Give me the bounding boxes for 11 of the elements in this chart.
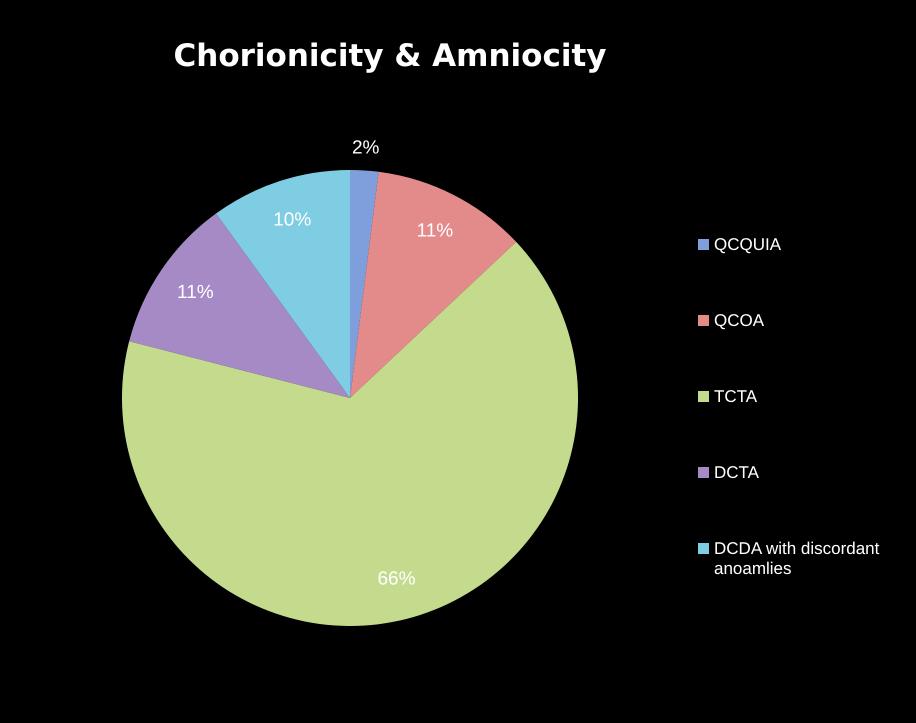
legend-label: QCQUIA	[714, 235, 782, 255]
legend-label: TCTA	[714, 387, 758, 407]
chart-title: Chorionicity & Amniocity	[172, 38, 608, 74]
legend-label: DCTA	[714, 463, 760, 483]
data-label: 11%	[177, 282, 214, 304]
data-label: 66%	[377, 568, 416, 590]
legend-label: QCOA	[714, 311, 764, 331]
data-label: 11%	[416, 220, 454, 242]
data-label: 2%	[352, 138, 380, 159]
legend-label: DCDA with discordant anoamlies	[714, 539, 880, 579]
data-label: 10%	[273, 209, 312, 230]
